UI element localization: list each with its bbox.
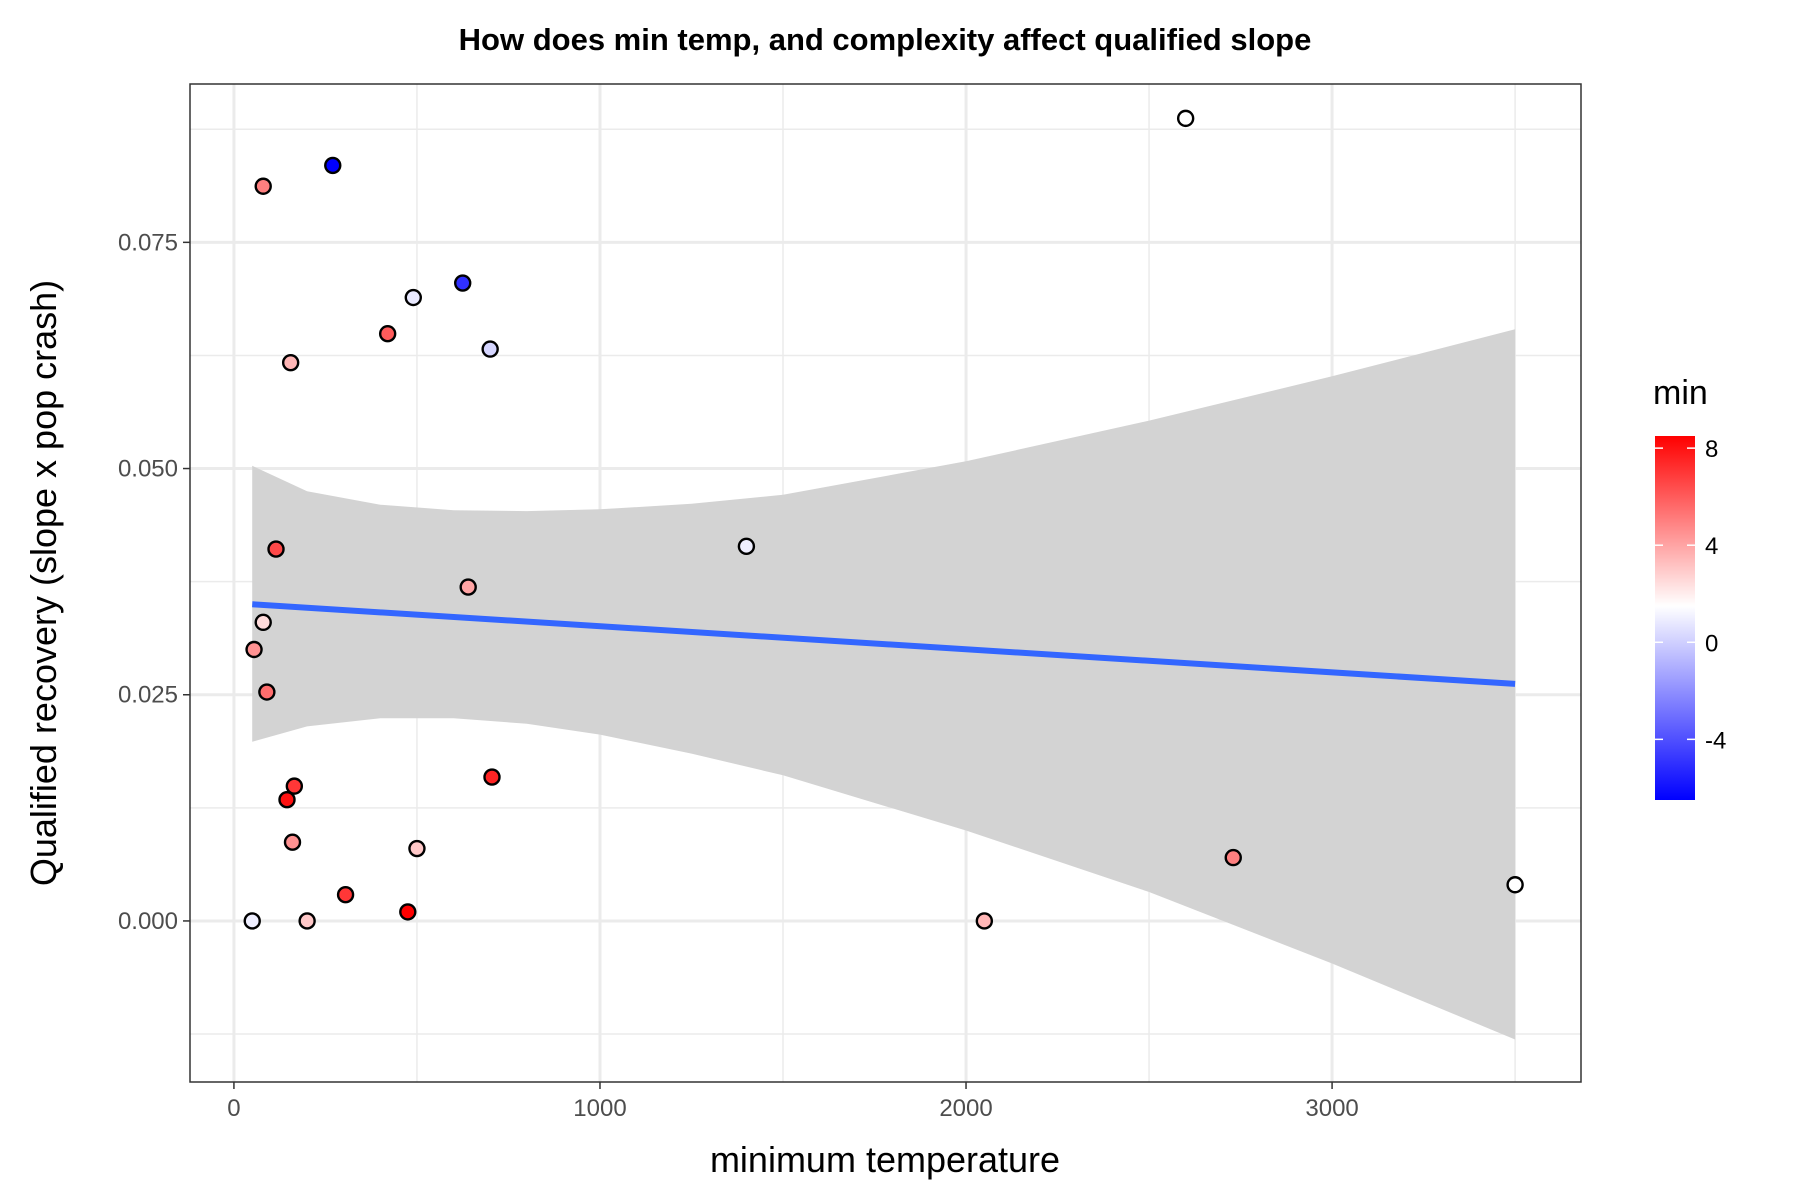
data-point — [399, 903, 417, 921]
legend-tick-label: 4 — [1705, 533, 1718, 560]
data-points — [243, 109, 1524, 930]
data-point — [1506, 876, 1524, 894]
y-tick-label: 0.075 — [118, 229, 178, 256]
data-point — [258, 683, 276, 701]
confidence-band — [252, 329, 1516, 1040]
plot-panel-border — [189, 83, 1582, 1083]
data-point — [975, 912, 994, 930]
x-tick-label: 3000 — [1305, 1095, 1358, 1122]
data-point — [737, 537, 756, 556]
data-point — [404, 288, 422, 307]
y-tick-label: 0.000 — [118, 908, 178, 935]
data-point — [324, 156, 342, 175]
data-point — [1176, 109, 1195, 128]
data-point — [298, 912, 316, 930]
data-point — [254, 177, 272, 195]
data-point — [1224, 848, 1242, 867]
x-tick-label: 0 — [227, 1095, 240, 1122]
x-tick-label: 2000 — [939, 1095, 992, 1122]
data-point — [243, 912, 261, 930]
x-axis: 0 1000 2000 3000 — [227, 1082, 1359, 1122]
data-point — [378, 325, 397, 343]
data-point — [283, 833, 302, 851]
legend-tick-label: -4 — [1705, 727, 1726, 754]
smooth-line — [252, 601, 1516, 687]
data-point — [483, 768, 501, 786]
x-tick-label: 1000 — [573, 1095, 626, 1122]
data-point — [459, 578, 477, 596]
x-axis-title: minimum temperature — [710, 1139, 1060, 1180]
legend-tick-label: 0 — [1705, 630, 1718, 657]
legend-tick-label: 8 — [1705, 436, 1718, 463]
data-point — [408, 839, 426, 858]
legend-ticks: 8 4 0 -4 — [1655, 436, 1726, 754]
color-legend: min 8 4 0 -4 — [1653, 374, 1726, 800]
data-point — [336, 886, 355, 904]
y-tick-label: 0.025 — [118, 682, 178, 709]
data-point — [481, 340, 499, 358]
data-point — [454, 274, 472, 292]
data-point — [254, 613, 272, 632]
regression-line — [252, 601, 1516, 687]
data-point — [267, 540, 285, 558]
y-axis-title: Qualified recovery (slope x pop crash) — [23, 280, 64, 886]
y-axis: 0.000 0.025 0.050 0.075 — [118, 229, 190, 935]
data-point — [278, 791, 296, 809]
chart-title: How does min temp, and complexity affect… — [459, 22, 1312, 57]
confidence-ribbon — [252, 329, 1516, 1040]
y-tick-label: 0.050 — [118, 456, 178, 483]
data-point — [281, 353, 300, 372]
legend-title: min — [1653, 374, 1708, 412]
data-point — [285, 777, 304, 795]
data-point — [245, 640, 263, 659]
legend-colorbar — [1655, 436, 1695, 800]
